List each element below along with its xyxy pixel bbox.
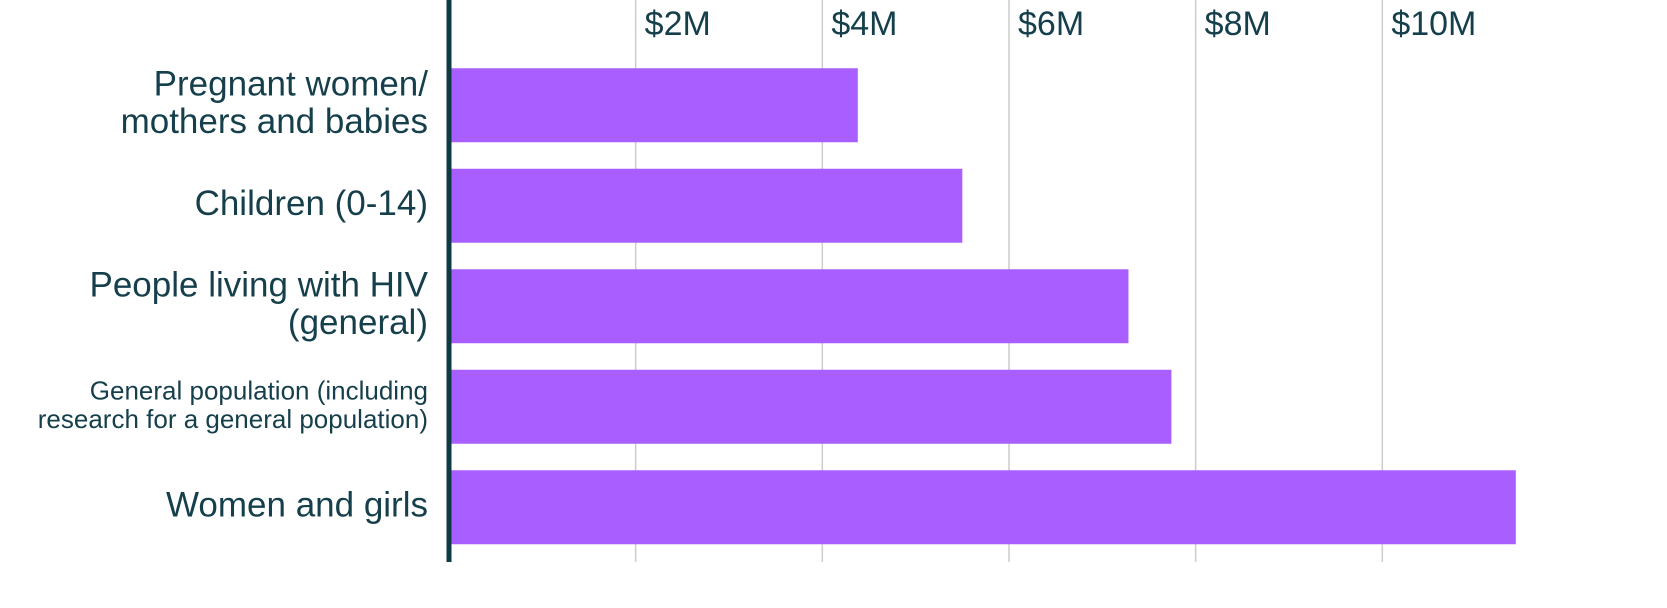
- x-tick-label: $2M: [645, 5, 711, 43]
- x-tick-label: $4M: [831, 5, 897, 43]
- bar: [449, 168, 963, 243]
- y-tick-label: Children (0-14): [195, 184, 428, 223]
- bar: [449, 68, 858, 143]
- bar: [449, 369, 1172, 444]
- y-tick-label: General population (including research fo…: [38, 376, 428, 434]
- y-tick-label: Pregnant women/mothers and babies: [121, 65, 429, 142]
- bar: [449, 269, 1129, 344]
- x-tick-label: $10M: [1391, 5, 1476, 43]
- y-tick-label: Women and girls: [166, 486, 428, 525]
- y-tick-label: People living with HIV (general): [90, 266, 429, 343]
- x-tick-label: $8M: [1205, 5, 1271, 43]
- bar: [449, 470, 1516, 545]
- x-tick-label: $6M: [1018, 5, 1084, 43]
